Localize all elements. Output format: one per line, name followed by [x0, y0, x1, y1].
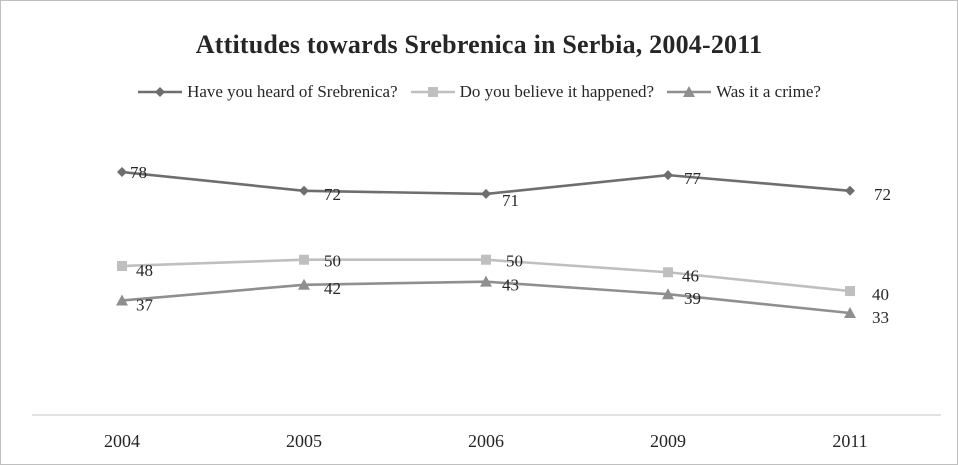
data-point: [481, 188, 491, 199]
data-point: [299, 254, 309, 265]
legend-label-crime: Was it a crime?: [716, 82, 821, 101]
legend-label-heard: Have you heard of Srebrenica?: [187, 82, 398, 101]
data-label: 77: [684, 169, 702, 188]
data-point: [663, 267, 673, 278]
chart-legend: Have you heard of Srebrenica? Do you bel…: [0, 82, 958, 102]
data-label: 33: [872, 308, 889, 327]
data-label: 72: [874, 185, 891, 204]
data-point: [663, 170, 673, 181]
data-label: 43: [502, 276, 519, 295]
data-point: [845, 185, 855, 196]
data-label: 42: [324, 279, 341, 298]
data-point: [481, 254, 491, 265]
data-point: [844, 307, 856, 318]
data-label: 71: [502, 191, 519, 210]
x-tick-label: 2004: [104, 431, 140, 451]
data-label: 50: [506, 252, 523, 271]
legend-marker-heard: [138, 87, 183, 97]
data-label: 39: [684, 289, 701, 308]
chart-title: Attitudes towards Srebrenica in Serbia, …: [195, 30, 763, 59]
data-label: 78: [130, 163, 147, 182]
data-point: [298, 278, 310, 290]
legend-label-believe: Do you believe it happened?: [459, 82, 655, 101]
data-label: 72: [324, 185, 341, 204]
legend-item-heard: Have you heard of Srebrenica?: [137, 82, 398, 102]
x-tick-label: 2009: [650, 431, 686, 451]
data-label: 37: [136, 295, 154, 314]
legend-item-crime: Was it a crime?: [666, 82, 821, 102]
data-label: 48: [136, 261, 153, 280]
data-point: [117, 261, 127, 271]
data-point: [662, 288, 674, 300]
data-point: [299, 185, 309, 196]
x-tick-label: 2011: [832, 431, 867, 451]
data-label: 50: [324, 252, 341, 271]
legend-marker-believe: [410, 87, 455, 97]
data-point: [480, 275, 492, 287]
x-tick-label: 2006: [468, 431, 504, 451]
legend-marker-crime: [667, 86, 712, 97]
data-point: [116, 294, 128, 306]
data-label: 46: [682, 266, 699, 285]
legend-item-believe: Do you believe it happened?: [410, 82, 655, 102]
data-label: 40: [872, 285, 889, 304]
x-tick-label: 2005: [286, 431, 322, 451]
data-point: [117, 167, 127, 177]
data-point: [845, 286, 855, 297]
